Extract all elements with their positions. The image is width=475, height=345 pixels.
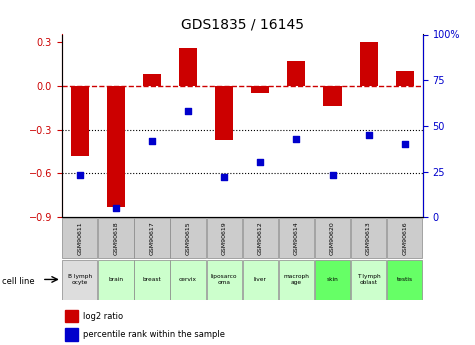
Bar xyxy=(360,42,378,86)
Point xyxy=(220,174,228,180)
Point xyxy=(256,160,264,165)
Bar xyxy=(387,259,422,300)
Bar xyxy=(107,86,125,207)
Point xyxy=(365,132,372,138)
Bar xyxy=(351,259,386,300)
Bar xyxy=(66,328,78,341)
Text: percentile rank within the sample: percentile rank within the sample xyxy=(84,330,226,339)
Bar xyxy=(315,218,350,258)
Text: liposarco
oma: liposarco oma xyxy=(211,274,238,285)
Text: GSM90618: GSM90618 xyxy=(114,221,118,255)
Point xyxy=(184,109,192,114)
Bar xyxy=(279,259,314,300)
Text: brain: brain xyxy=(108,277,124,282)
Point xyxy=(148,138,156,143)
Bar xyxy=(171,218,206,258)
Bar xyxy=(243,259,278,300)
Bar xyxy=(134,259,170,300)
Bar xyxy=(62,218,97,258)
Text: skin: skin xyxy=(327,277,338,282)
Bar xyxy=(66,310,78,322)
Text: GSM90614: GSM90614 xyxy=(294,221,299,255)
Bar xyxy=(251,86,269,93)
Bar xyxy=(315,259,350,300)
Text: liver: liver xyxy=(254,277,267,282)
Point xyxy=(329,172,336,178)
Point xyxy=(401,141,408,147)
Bar xyxy=(207,218,242,258)
Bar xyxy=(287,61,305,86)
Bar xyxy=(387,218,422,258)
Text: cervix: cervix xyxy=(179,277,197,282)
Title: GDS1835 / 16145: GDS1835 / 16145 xyxy=(181,18,304,32)
Bar xyxy=(207,259,242,300)
Text: log2 ratio: log2 ratio xyxy=(84,312,124,321)
Bar xyxy=(98,259,133,300)
Bar xyxy=(134,218,170,258)
Point xyxy=(112,206,120,211)
Point xyxy=(293,136,300,141)
Bar xyxy=(323,86,342,106)
Bar xyxy=(243,218,278,258)
Text: GSM90616: GSM90616 xyxy=(402,221,407,255)
Text: macroph
age: macroph age xyxy=(284,274,309,285)
Bar xyxy=(71,86,89,156)
Bar xyxy=(98,218,133,258)
Text: T lymph
oblast: T lymph oblast xyxy=(357,274,380,285)
Text: B lymph
ocyte: B lymph ocyte xyxy=(68,274,92,285)
Bar xyxy=(171,259,206,300)
Text: GSM90617: GSM90617 xyxy=(150,221,154,255)
Text: GSM90620: GSM90620 xyxy=(330,221,335,255)
Text: GSM90613: GSM90613 xyxy=(366,221,371,255)
Bar xyxy=(279,218,314,258)
Bar xyxy=(143,74,161,86)
Text: GSM90611: GSM90611 xyxy=(77,221,82,255)
Bar xyxy=(215,86,233,140)
Bar xyxy=(179,48,197,86)
Text: GSM90612: GSM90612 xyxy=(258,221,263,255)
Bar xyxy=(396,71,414,86)
Bar xyxy=(62,259,97,300)
Text: GSM90615: GSM90615 xyxy=(186,221,190,255)
Bar xyxy=(351,218,386,258)
Point xyxy=(76,172,84,178)
Text: breast: breast xyxy=(142,277,162,282)
Text: testis: testis xyxy=(397,277,413,282)
Text: GSM90619: GSM90619 xyxy=(222,221,227,255)
Text: cell line: cell line xyxy=(2,277,35,286)
